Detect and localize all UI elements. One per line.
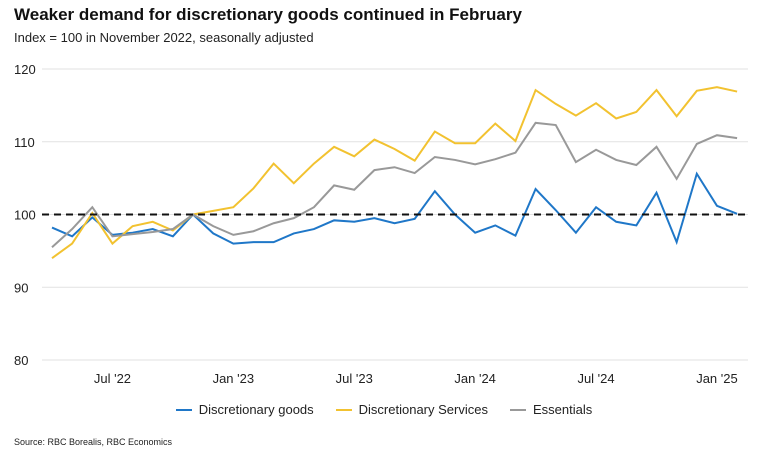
x-tick-label: Jul '22 [94, 371, 131, 386]
legend-item: Discretionary goods [175, 402, 314, 417]
chart-subtitle: Index = 100 in November 2022, seasonally… [14, 30, 314, 45]
y-tick-label: 80 [14, 353, 28, 368]
legend-swatch [509, 408, 526, 411]
legend-swatch [335, 408, 352, 411]
source-note: Source: RBC Borealis, RBC Economics [14, 437, 173, 447]
y-tick-label: 100 [14, 208, 36, 223]
legend-item: Discretionary Services [335, 402, 488, 417]
y-tick-label: 90 [14, 280, 28, 295]
legend-label: Essentials [532, 402, 593, 417]
x-tick-label: Jul '23 [336, 371, 373, 386]
y-tick-label: 120 [14, 62, 36, 77]
legend-label: Discretionary Services [358, 402, 488, 417]
chart-title: Weaker demand for discretionary goods co… [14, 5, 522, 24]
legend-swatch [175, 408, 192, 411]
x-tick-label: Jan '23 [213, 371, 255, 386]
series-line [51, 171, 738, 246]
y-tick-label: 110 [14, 135, 35, 150]
x-tick-label: Jan '24 [454, 371, 496, 386]
legend-item: Essentials [509, 402, 593, 417]
series-line [51, 121, 738, 248]
legend-label: Discretionary goods [198, 402, 314, 417]
series-line [51, 86, 738, 259]
x-tick-label: Jan '25 [696, 371, 738, 386]
x-tick-label: Jul '24 [577, 371, 614, 386]
line-chart: 80 90 100 110 120 Jul '22 Jan '23 Jul '23 Jan '2… [14, 62, 748, 386]
legend: Discretionary goods Discretionary Servic… [0, 402, 768, 417]
